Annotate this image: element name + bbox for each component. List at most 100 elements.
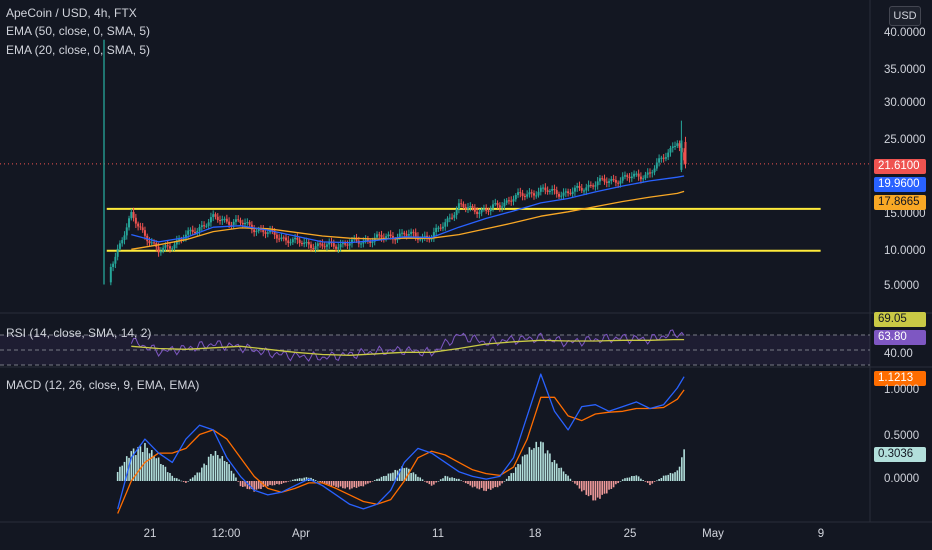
- macd-histogram-bar: [239, 481, 242, 487]
- candle-body: [305, 241, 308, 243]
- macd-histogram-bar: [121, 465, 123, 481]
- macd-histogram-bar: [496, 481, 499, 488]
- candle-body: [605, 181, 608, 183]
- candle-body: [125, 227, 128, 236]
- candle-body: [314, 246, 317, 249]
- candle-body: [562, 192, 565, 196]
- macd-histogram-bar: [453, 478, 456, 481]
- macd-histogram-bar: [608, 481, 610, 490]
- candle-body: [462, 203, 465, 207]
- candle-body: [644, 174, 647, 179]
- macd-histogram-bar: [216, 455, 219, 481]
- candle-body: [444, 222, 447, 227]
- macd-histogram-bar: [166, 472, 169, 481]
- candle-body: [382, 237, 385, 239]
- candle-body: [266, 232, 269, 234]
- candle-body: [639, 176, 642, 180]
- symbol-legend[interactable]: ApeCoin / USD, 4h, FTX: [6, 6, 137, 20]
- candle-body: [496, 203, 499, 206]
- macd-histogram-bar: [619, 481, 622, 482]
- ema50-legend[interactable]: EMA (50, close, 0, SMA, 5): [6, 24, 150, 38]
- macd-histogram-bar: [257, 481, 260, 489]
- macd-histogram-bar: [123, 461, 126, 481]
- macd-histogram-bar: [219, 458, 221, 481]
- candle-body: [234, 219, 237, 222]
- macd-histogram-bar: [148, 453, 151, 481]
- macd-histogram-bar: [423, 481, 426, 482]
- candle-body: [410, 231, 413, 235]
- time-tick: 25: [623, 528, 637, 540]
- candle-body: [248, 222, 251, 225]
- candle-body: [608, 181, 611, 183]
- macd-histogram-bar: [339, 481, 342, 487]
- candle-body: [628, 176, 631, 179]
- candle-body: [203, 225, 206, 227]
- macd-histogram-bar: [644, 481, 647, 482]
- macd-histogram-bar: [194, 475, 196, 481]
- candle-body: [114, 256, 117, 264]
- candle-body: [335, 246, 338, 249]
- macd-histogram-bar: [408, 468, 410, 481]
- candle-body: [221, 219, 224, 221]
- candle-body: [262, 229, 265, 233]
- rsi-tick: 40.00: [884, 348, 913, 360]
- candle-body: [134, 217, 137, 224]
- macd-histogram-bar: [471, 481, 474, 488]
- macd-histogram-bar: [335, 481, 337, 487]
- macd-histogram-bar: [323, 481, 326, 484]
- macd-histogram-bar: [542, 442, 544, 481]
- macd-histogram-bar: [535, 441, 538, 481]
- rsi-ma-badge: 69.05: [874, 312, 926, 327]
- macd-histogram-bar: [330, 481, 333, 486]
- candle-body: [583, 190, 586, 192]
- candle-body: [214, 214, 217, 217]
- candle-body: [439, 227, 442, 229]
- macd-histogram-bar: [683, 449, 685, 481]
- macd-histogram-bar: [153, 455, 155, 481]
- candle-body: [560, 195, 563, 197]
- macd-histogram-bar: [517, 463, 519, 481]
- price-tick: 40.0000: [884, 27, 926, 39]
- candle-body: [674, 145, 677, 147]
- candle-body: [467, 207, 469, 209]
- macd-histogram-bar: [580, 481, 583, 492]
- candle-body: [387, 234, 390, 237]
- candle-body: [667, 152, 670, 158]
- macd-histogram-bar: [631, 476, 633, 481]
- macd-legend[interactable]: MACD (12, 26, close, 9, EMA, EMA): [6, 378, 199, 392]
- rsi-legend[interactable]: RSI (14, close, SMA, 14, 2): [6, 326, 151, 340]
- macd-histogram-bar: [410, 472, 412, 481]
- macd-histogram-bar: [442, 478, 444, 481]
- candle-body: [212, 214, 215, 218]
- candle-body: [464, 206, 467, 209]
- macd-histogram-bar: [271, 481, 274, 486]
- candle-body: [205, 225, 208, 227]
- candle-body: [430, 238, 433, 240]
- candle-body: [328, 242, 331, 245]
- candle-body: [542, 187, 545, 189]
- candle-body: [601, 178, 604, 180]
- price-tick: 15.0000: [884, 208, 926, 220]
- price-tick: 10.0000: [884, 245, 926, 257]
- candle-body: [435, 227, 438, 233]
- candle-body: [187, 230, 190, 235]
- macd-histogram-bar: [358, 481, 360, 487]
- macd-histogram-bar: [430, 481, 433, 486]
- rsi-label: RSI (14, close, SMA, 14, 2): [6, 326, 152, 340]
- macd-histogram-bar: [583, 481, 585, 491]
- candle-body: [171, 248, 174, 250]
- candle-body: [180, 238, 183, 240]
- macd-histogram-bar: [280, 481, 283, 485]
- macd-histogram-bar: [344, 481, 346, 489]
- candle-body: [339, 244, 342, 248]
- macd-histogram-bar: [376, 478, 378, 481]
- macd-histogram-bar: [671, 473, 674, 481]
- candle-body: [532, 193, 535, 196]
- price-tick: 5.0000: [884, 280, 920, 292]
- macd-histogram-bar: [260, 481, 262, 490]
- currency-button[interactable]: USD: [889, 6, 921, 26]
- macd-histogram-bar: [521, 456, 524, 481]
- macd-histogram-bar: [401, 466, 403, 481]
- ema20-legend[interactable]: EMA (20, close, 0, SMA, 5): [6, 43, 150, 57]
